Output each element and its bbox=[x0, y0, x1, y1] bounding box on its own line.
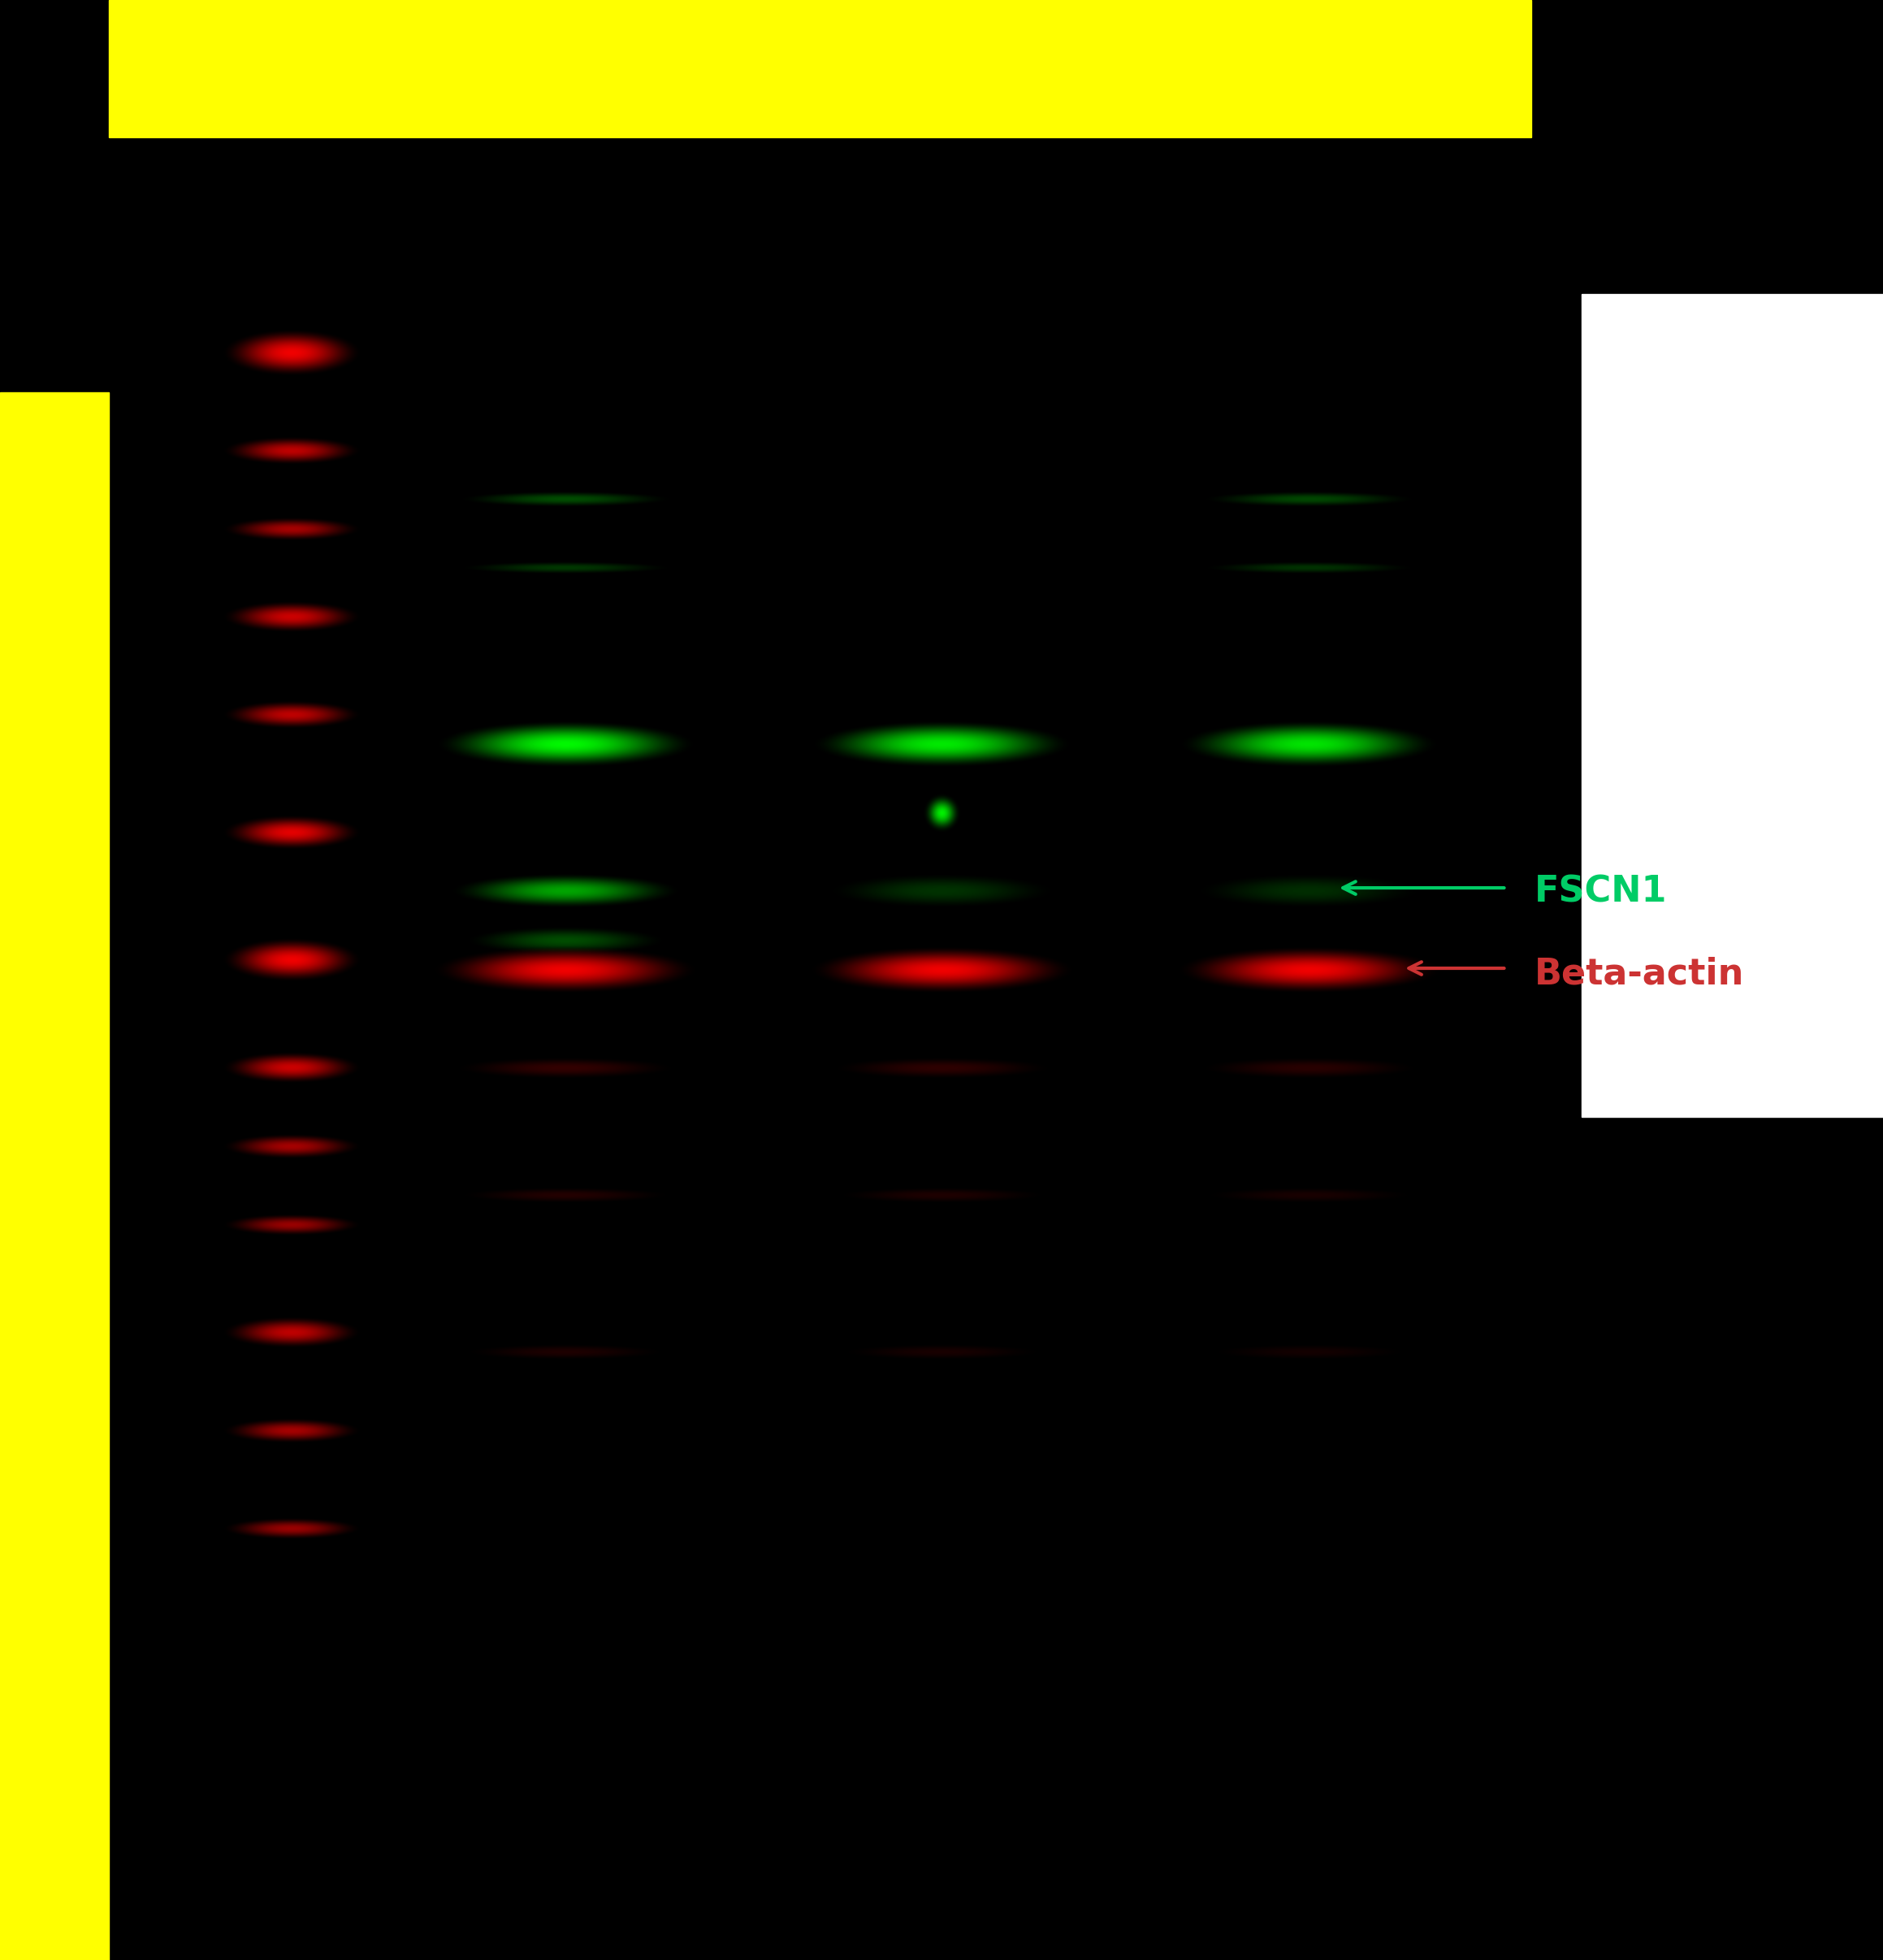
Bar bbox=[109, 0, 1531, 137]
Text: Beta-actin: Beta-actin bbox=[1535, 956, 1744, 992]
Bar bbox=[1582, 294, 1883, 1117]
Text: FSCN1: FSCN1 bbox=[1535, 874, 1668, 909]
Bar bbox=[0, 392, 109, 1960]
